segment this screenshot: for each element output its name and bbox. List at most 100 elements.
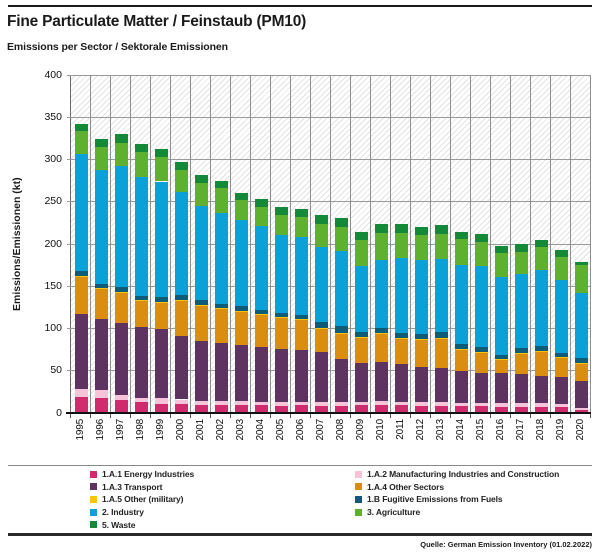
x-tick-label: 2001	[190, 419, 210, 461]
x-axis-tick	[109, 414, 111, 418]
bar-segment	[534, 270, 548, 346]
x-tick-label: 1999	[150, 419, 170, 461]
bar-segment	[114, 134, 128, 143]
column-cell	[571, 75, 591, 413]
bar-segment	[94, 138, 108, 147]
bar-segment	[274, 402, 288, 406]
bar-segment	[114, 291, 128, 323]
x-tick-label-text: 2020	[574, 419, 586, 441]
column-cell	[491, 75, 511, 413]
bar-segment	[554, 376, 568, 404]
bar-segment	[574, 409, 588, 413]
bar-segment	[374, 259, 388, 328]
column-cell	[351, 75, 371, 413]
legend-swatch	[90, 495, 97, 503]
bar-segment	[154, 297, 168, 302]
bar-segment	[354, 337, 368, 364]
bar-segment	[394, 402, 408, 406]
bar-segment	[114, 395, 128, 400]
column-cell	[271, 75, 291, 413]
bar-segment	[454, 239, 468, 266]
bar-segment	[354, 363, 368, 402]
x-tick-label-text: 2015	[474, 419, 486, 441]
x-tick-label-text: 1995	[74, 419, 86, 441]
y-tick-label: 300	[44, 153, 62, 165]
legend-label: 1.A.1 Energy Industries	[102, 469, 195, 480]
bar-segment	[414, 405, 428, 413]
bar-segment	[354, 265, 368, 332]
bar-segment	[134, 300, 148, 327]
legend-column-left: 1.A.1 Energy Industries 1.A.3 Transport 1.…	[90, 468, 194, 531]
grid-line-h	[67, 370, 590, 372]
x-axis-tick	[69, 414, 71, 418]
bar-segment	[274, 349, 288, 403]
bar-segment	[274, 313, 288, 318]
top-rule	[8, 5, 592, 7]
x-tick-label-text: 2005	[274, 419, 286, 441]
bar-segment	[274, 215, 288, 236]
x-axis-line	[66, 412, 591, 414]
column-cell	[231, 75, 251, 413]
bar-segment	[234, 306, 248, 311]
x-tick-label: 2002	[210, 419, 230, 461]
x-tick-label-text: 2004	[254, 419, 266, 441]
x-axis-tick	[309, 414, 311, 418]
bar-segment	[74, 124, 88, 132]
column-cell	[511, 75, 531, 413]
bar-segment	[294, 319, 308, 350]
x-axis-tick	[129, 414, 131, 418]
bar-segment	[494, 406, 508, 413]
x-tick-label-text: 2008	[334, 419, 346, 441]
legend-item: 3. Agriculture	[355, 506, 559, 519]
bar-segment	[454, 406, 468, 413]
x-tick-label-text: 2016	[494, 419, 506, 441]
bar-segment	[294, 209, 308, 217]
bar-segment	[514, 274, 528, 349]
column-cell	[551, 75, 571, 413]
legend-swatch	[90, 483, 97, 491]
grid-line-h	[67, 159, 590, 160]
column-cell	[471, 75, 491, 413]
plot-area	[67, 74, 591, 414]
bar-segment	[314, 246, 328, 322]
bar-segment	[134, 401, 148, 413]
y-tick-label: 150	[44, 279, 62, 292]
bar-segment	[374, 401, 388, 405]
x-tick-label: 2016	[490, 419, 510, 461]
bar-segment	[134, 397, 148, 402]
bar-segment	[474, 351, 488, 373]
column-cell	[151, 75, 171, 413]
legend-swatch	[90, 470, 97, 478]
bar-segment	[154, 181, 168, 298]
bar-segment	[254, 207, 268, 227]
bar-segment	[514, 348, 528, 354]
bar-segment	[214, 213, 228, 304]
bar-segment	[314, 321, 328, 329]
x-tick-label: 2004	[250, 419, 270, 461]
bar-segment	[554, 280, 568, 353]
bar-segment	[174, 300, 188, 337]
bar-segment	[414, 402, 428, 406]
bar-segment	[174, 399, 188, 404]
bar-segment	[214, 303, 228, 309]
column-cell	[111, 75, 131, 413]
grid-line-h	[67, 328, 590, 329]
bar-segment	[574, 261, 588, 266]
bar-segment	[534, 376, 548, 404]
x-axis-tick	[509, 414, 511, 418]
bar-segment	[274, 405, 288, 413]
legend-swatch	[90, 508, 97, 516]
y-tick-label: 400	[44, 68, 62, 81]
x-axis-tick	[469, 414, 471, 418]
bar-segment	[374, 232, 388, 260]
bar-segment	[94, 283, 108, 288]
bar-segment	[574, 380, 588, 409]
bar-segment	[134, 177, 148, 296]
bar-segment	[334, 332, 348, 360]
bar-segment	[134, 144, 148, 153]
bar-segment	[234, 192, 248, 200]
bar-segment	[74, 270, 88, 276]
column-cell	[531, 75, 551, 413]
bar-segment	[214, 342, 228, 402]
column-cell	[451, 75, 471, 413]
